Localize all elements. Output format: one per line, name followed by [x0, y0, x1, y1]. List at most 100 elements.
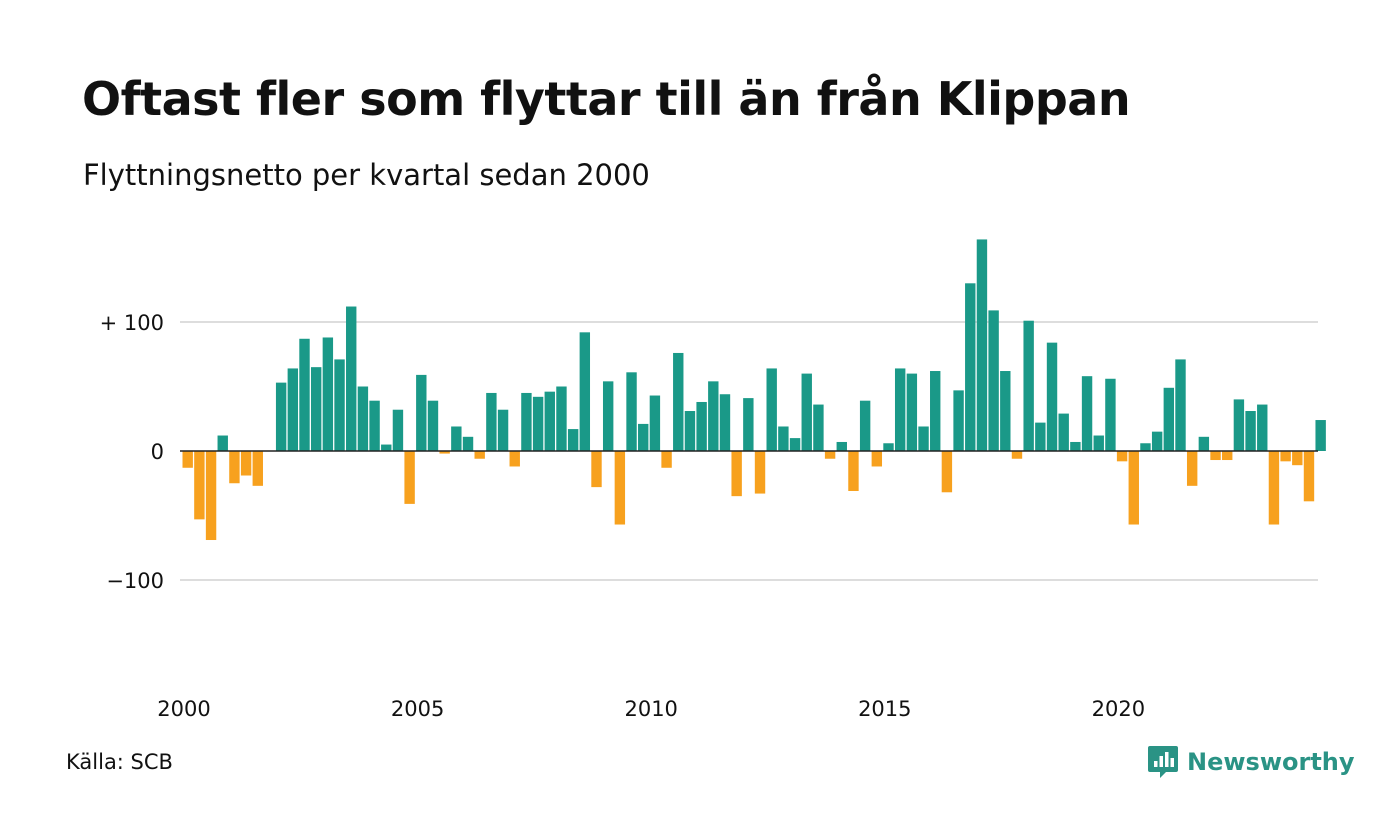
- bar: [1035, 422, 1046, 451]
- x-tick-label: 2010: [624, 697, 677, 721]
- y-tick-label: −100: [106, 569, 164, 593]
- bar: [1222, 451, 1233, 461]
- bar: [1105, 378, 1116, 451]
- bar: [1023, 320, 1034, 451]
- bar: [1163, 387, 1175, 451]
- bar: [1070, 441, 1081, 451]
- bar: [719, 394, 731, 451]
- bar: [497, 409, 509, 451]
- bar: [346, 306, 357, 451]
- source-note: Källa: SCB: [66, 750, 173, 774]
- bar: [229, 451, 240, 484]
- bar: [871, 451, 883, 467]
- bar: [813, 404, 824, 451]
- bar: [451, 426, 462, 451]
- bar: [1058, 413, 1069, 451]
- bar: [602, 381, 614, 451]
- axes: + 100 0 −100 2000 2005 2010 2015 2020: [100, 311, 1318, 721]
- bar: [591, 451, 602, 488]
- bar: [1093, 435, 1104, 451]
- bar: [965, 283, 976, 451]
- bar: [369, 400, 380, 451]
- x-tick-label: 2000: [157, 697, 210, 721]
- bar: [754, 451, 766, 494]
- bar: [217, 435, 228, 451]
- bar: [357, 386, 369, 451]
- bar: [194, 451, 205, 520]
- chart-title: Oftast fler som flyttar till än från Kli…: [82, 72, 1131, 126]
- bar: [1000, 371, 1011, 451]
- bar: [766, 368, 777, 451]
- bar: [427, 400, 439, 451]
- bar: [579, 332, 591, 451]
- bar: [334, 359, 345, 451]
- bar: [521, 392, 532, 451]
- bar: [381, 444, 392, 451]
- bar: [474, 451, 485, 459]
- bar: [626, 372, 637, 451]
- bar: [1186, 451, 1198, 486]
- bar: [848, 451, 859, 491]
- bar: [1175, 359, 1186, 451]
- bar: [182, 451, 193, 468]
- bar: [883, 443, 894, 451]
- bar: [638, 423, 649, 451]
- bar: [918, 426, 929, 451]
- bar: [801, 373, 812, 451]
- bar: [661, 451, 672, 468]
- bar: [275, 382, 287, 451]
- bar: [1116, 451, 1128, 462]
- bar: [509, 451, 520, 467]
- bar: [1198, 436, 1210, 451]
- bar: [299, 338, 310, 451]
- bar: [988, 310, 999, 451]
- bar: [462, 436, 474, 451]
- y-tick-label: + 100: [100, 311, 164, 335]
- x-tick-label: 2015: [858, 697, 911, 721]
- brand-logo: Newsworthy: [1147, 744, 1355, 780]
- bar: [1303, 451, 1315, 502]
- brand-name: Newsworthy: [1187, 748, 1355, 776]
- bar: [544, 391, 555, 451]
- bar: [1315, 420, 1326, 451]
- bar: [976, 239, 988, 451]
- bar: [1140, 443, 1151, 451]
- bar: [1280, 451, 1291, 462]
- bar: [941, 451, 953, 493]
- bar: [205, 451, 217, 541]
- bar: [1210, 451, 1221, 461]
- bar: [1268, 451, 1280, 525]
- bar: [486, 392, 497, 451]
- bar: [789, 438, 801, 451]
- bars: [182, 239, 1326, 541]
- bar: [287, 368, 299, 451]
- x-tick-label: 2005: [391, 697, 444, 721]
- bar: [614, 451, 626, 525]
- bar: [778, 426, 789, 451]
- bar: [1245, 411, 1256, 451]
- bar: [439, 451, 450, 454]
- bar: [649, 395, 661, 451]
- chart-subtitle: Flyttningsnetto per kvartal sedan 2000: [83, 158, 650, 192]
- bar: [1011, 451, 1023, 459]
- bar: [1081, 376, 1093, 451]
- bar: [532, 396, 544, 451]
- bar: [240, 451, 252, 476]
- bar: [1233, 399, 1245, 451]
- bar: [824, 451, 836, 459]
- y-tick-label: 0: [151, 440, 164, 464]
- bar: [567, 429, 579, 451]
- bar: [906, 373, 918, 451]
- bar: [859, 400, 871, 451]
- bar: [743, 398, 754, 451]
- bar: [673, 352, 684, 451]
- bar: [252, 451, 263, 486]
- bar: [894, 368, 906, 451]
- bar: [930, 371, 941, 451]
- bar: [953, 390, 964, 451]
- bar: [404, 451, 415, 504]
- bar: [1292, 451, 1303, 466]
- bar: [684, 411, 696, 451]
- bar: [310, 367, 322, 451]
